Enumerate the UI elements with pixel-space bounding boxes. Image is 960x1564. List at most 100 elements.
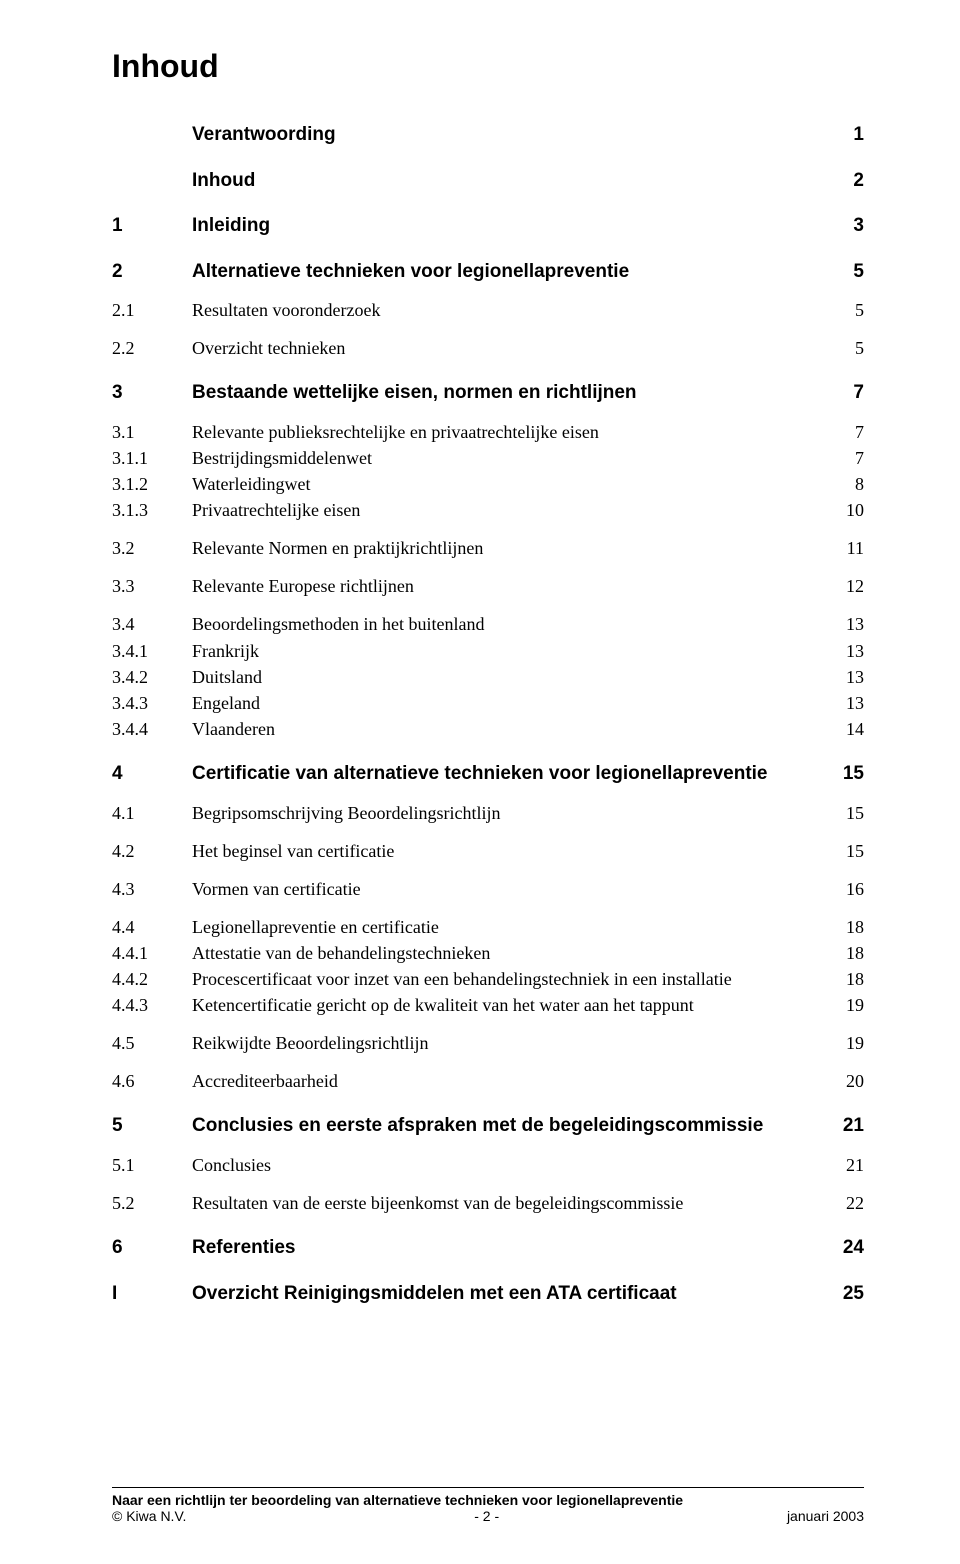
toc-row: 3.4.3Engeland13 — [112, 690, 864, 716]
toc-row-num: 4.4.2 — [112, 966, 192, 992]
toc-row-page: 18 — [820, 914, 864, 940]
toc-row: 3.1.1Bestrijdingsmiddelenwet7 — [112, 445, 864, 471]
toc-row-title: Accrediteerbaarheid — [192, 1068, 820, 1094]
toc-row-page: 14 — [820, 716, 864, 742]
toc-row-page: 3 — [820, 212, 864, 240]
toc-row: 4.3Vormen van certificatie16 — [112, 876, 864, 902]
toc-row: IOverzicht Reinigingsmiddelen met een AT… — [112, 1280, 864, 1308]
toc-row-num: 2.2 — [112, 335, 192, 361]
toc-row: 5Conclusies en eerste afspraken met de b… — [112, 1112, 864, 1140]
toc-row-page: 25 — [820, 1280, 864, 1308]
toc-row-num: 4.4.3 — [112, 992, 192, 1018]
toc-row-title: Referenties — [192, 1234, 820, 1262]
page: Inhoud Verantwoording1Inhoud21Inleiding3… — [0, 0, 960, 1564]
toc-row-num: 2 — [112, 258, 192, 286]
toc-row-num: 3.4.1 — [112, 638, 192, 664]
toc-row-title: Attestatie van de behandelingstechnieken — [192, 940, 820, 966]
toc-row-title: Relevante Europese richtlijnen — [192, 573, 820, 599]
footer-page-indicator: - 2 - — [474, 1508, 499, 1524]
toc-row-title: Verantwoording — [192, 121, 820, 149]
toc-row-title: Ketencertificatie gericht op de kwalitei… — [192, 992, 820, 1018]
toc-row: 4Certificatie van alternatieve technieke… — [112, 760, 864, 788]
toc-row-page: 15 — [820, 838, 864, 864]
toc-row: 3.4.2Duitsland13 — [112, 664, 864, 690]
toc-row-title: Privaatrechtelijke eisen — [192, 497, 820, 523]
toc-row-title: Duitsland — [192, 664, 820, 690]
toc-row-page: 2 — [820, 167, 864, 195]
footer-title: Naar een richtlijn ter beoordeling van a… — [112, 1492, 864, 1508]
toc-row-page: 5 — [820, 258, 864, 286]
toc-row-page: 24 — [820, 1234, 864, 1262]
toc-row-page: 18 — [820, 966, 864, 992]
toc-row: 1Inleiding3 — [112, 212, 864, 240]
footer-meta: © Kiwa N.V. - 2 - januari 2003 — [112, 1508, 864, 1524]
toc-row-num: 4 — [112, 760, 192, 788]
toc-row-title: Inhoud — [192, 167, 820, 195]
toc-row: 3.3Relevante Europese richtlijnen12 — [112, 573, 864, 599]
toc-row-page: 21 — [820, 1152, 864, 1178]
toc-row: 4.6Accrediteerbaarheid20 — [112, 1068, 864, 1094]
toc-list: Verantwoording1Inhoud21Inleiding32Altern… — [112, 121, 864, 1307]
toc-row-page: 22 — [820, 1190, 864, 1216]
toc-row-title: Conclusies en eerste afspraken met de be… — [192, 1112, 820, 1140]
toc-row-page: 11 — [820, 535, 864, 561]
toc-row: 5.2Resultaten van de eerste bijeenkomst … — [112, 1190, 864, 1216]
toc-row: 3.1Relevante publieksrechtelijke en priv… — [112, 419, 864, 445]
page-title: Inhoud — [112, 48, 864, 85]
toc-row-title: Engeland — [192, 690, 820, 716]
toc-row-num: 3.4.3 — [112, 690, 192, 716]
toc-row-page: 12 — [820, 573, 864, 599]
toc-row-page: 15 — [820, 760, 864, 788]
toc-row-num: 4.4.1 — [112, 940, 192, 966]
toc-row-num: 4.1 — [112, 800, 192, 826]
footer-copyright: © Kiwa N.V. — [112, 1508, 186, 1524]
toc-row-title: Begripsomschrijving Beoordelingsrichtlij… — [192, 800, 820, 826]
toc-row-title: Beoordelingsmethoden in het buitenland — [192, 611, 820, 637]
toc-row-page: 19 — [820, 1030, 864, 1056]
toc-row-num: 2.1 — [112, 297, 192, 323]
toc-row-page: 21 — [820, 1112, 864, 1140]
toc-row-title: Resultaten vooronderzoek — [192, 297, 820, 323]
toc-row-page: 8 — [820, 471, 864, 497]
toc-row-num: 3.1.1 — [112, 445, 192, 471]
toc-row: 3.1.3Privaatrechtelijke eisen10 — [112, 497, 864, 523]
footer-rule — [112, 1487, 864, 1488]
toc-row-page: 13 — [820, 638, 864, 664]
toc-row-page: 20 — [820, 1068, 864, 1094]
toc-row: 2Alternatieve technieken voor legionella… — [112, 258, 864, 286]
toc-row: 3.2Relevante Normen en praktijkrichtlijn… — [112, 535, 864, 561]
toc-row-page: 19 — [820, 992, 864, 1018]
toc-row-page: 7 — [820, 419, 864, 445]
toc-row-title: Legionellapreventie en certificatie — [192, 914, 820, 940]
toc-row-num: 5 — [112, 1112, 192, 1140]
toc-row-num: 6 — [112, 1234, 192, 1262]
toc-row-title: Het beginsel van certificatie — [192, 838, 820, 864]
toc-row-title: Waterleidingwet — [192, 471, 820, 497]
toc-row-num: 3.1.2 — [112, 471, 192, 497]
toc-row-num: 4.2 — [112, 838, 192, 864]
toc-row-page: 5 — [820, 297, 864, 323]
toc-row-page: 13 — [820, 664, 864, 690]
toc-row-title: Procescertificaat voor inzet van een beh… — [192, 966, 820, 992]
toc-row-num: I — [112, 1280, 192, 1308]
toc-row-num: 3.4 — [112, 611, 192, 637]
toc-row-title: Overzicht technieken — [192, 335, 820, 361]
toc-row-title: Overzicht Reinigingsmiddelen met een ATA… — [192, 1280, 820, 1308]
toc-row-num: 5.2 — [112, 1190, 192, 1216]
toc-row: Verantwoording1 — [112, 121, 864, 149]
toc-row: 3.1.2Waterleidingwet8 — [112, 471, 864, 497]
toc-row-page: 15 — [820, 800, 864, 826]
toc-row: 4.2Het beginsel van certificatie15 — [112, 838, 864, 864]
toc-row-title: Frankrijk — [192, 638, 820, 664]
toc-row: 5.1Conclusies21 — [112, 1152, 864, 1178]
toc-row: 4.1Begripsomschrijving Beoordelingsricht… — [112, 800, 864, 826]
toc-row-title: Reikwijdte Beoordelingsrichtlijn — [192, 1030, 820, 1056]
toc-row-page: 16 — [820, 876, 864, 902]
toc-row: 4.5Reikwijdte Beoordelingsrichtlijn19 — [112, 1030, 864, 1056]
toc-row-num: 4.3 — [112, 876, 192, 902]
toc-row: 6Referenties24 — [112, 1234, 864, 1262]
toc-row-page: 5 — [820, 335, 864, 361]
toc-row: 3.4Beoordelingsmethoden in het buitenlan… — [112, 611, 864, 637]
footer: Naar een richtlijn ter beoordeling van a… — [112, 1487, 864, 1524]
toc-row: 4.4.3Ketencertificatie gericht op de kwa… — [112, 992, 864, 1018]
